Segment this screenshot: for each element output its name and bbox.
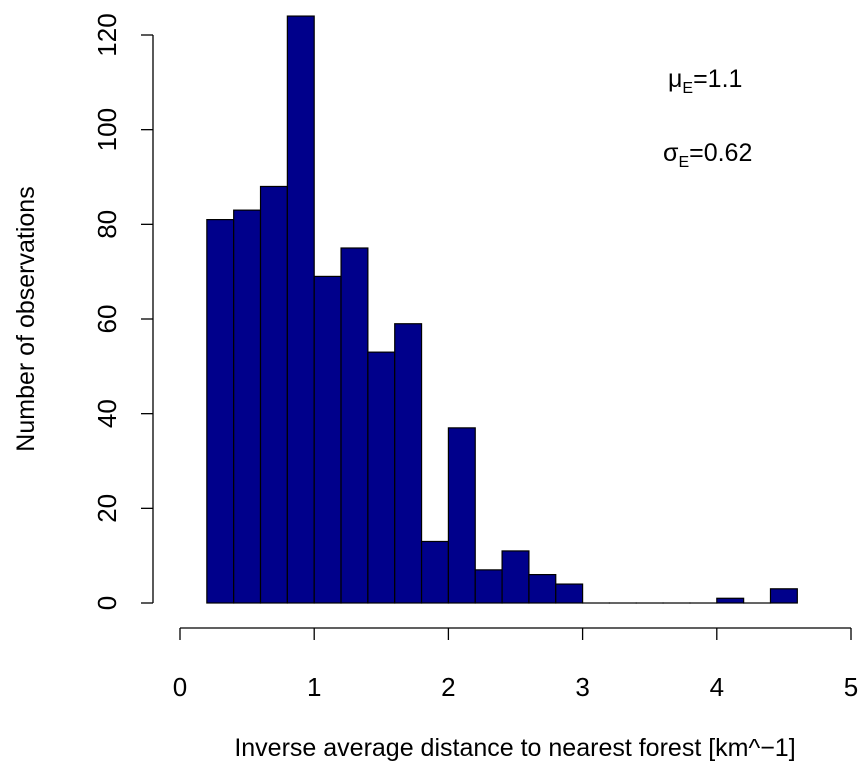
histogram-bar [259, 185, 288, 604]
histogram-bar [313, 275, 342, 604]
histogram-bars [206, 15, 798, 604]
histogram-bar [447, 427, 476, 604]
y-tick-label: 40 [92, 399, 122, 428]
histogram-bar [769, 588, 798, 604]
x-ticks: 0 1 2 3 4 5 [173, 628, 858, 702]
x-tick-label: 0 [173, 672, 187, 702]
y-tick-label: 100 [92, 108, 122, 151]
x-axis-label: Inverse average distance to nearest fore… [234, 734, 795, 762]
sd-symbol: σ [663, 139, 679, 167]
histogram-bar [394, 323, 423, 604]
histogram-bar [528, 573, 557, 604]
mean-value: =1.1 [693, 65, 742, 93]
histogram-bar [474, 569, 503, 604]
y-ticks: 0 20 40 60 80 100 120 [92, 13, 153, 610]
mean-annotation: μE=1.1 [668, 65, 742, 97]
y-axis-label: Number of observations [12, 186, 40, 451]
x-tick-label: 1 [307, 672, 321, 702]
x-tick-label: 3 [575, 672, 589, 702]
histogram-bar [555, 583, 584, 604]
y-tick-label: 60 [92, 305, 122, 334]
sd-subscript: E [678, 154, 689, 171]
histogram-bar [340, 247, 369, 604]
histogram-bar [501, 550, 530, 604]
y-tick-label: 80 [92, 210, 122, 239]
histogram-bar [233, 209, 262, 604]
x-axis: 0 1 2 3 4 5 [173, 627, 858, 702]
histogram-bar [716, 597, 745, 604]
mean-subscript: E [682, 80, 693, 97]
y-axis: 0 20 40 60 80 100 120 [92, 13, 154, 610]
histogram-bar [206, 219, 235, 604]
sd-annotation: σE=0.62 [663, 139, 752, 171]
histogram-bar [367, 351, 396, 604]
histogram-bar [286, 15, 315, 604]
y-tick-label: 20 [92, 494, 122, 523]
mean-symbol: μ [668, 65, 682, 93]
y-tick-label: 0 [92, 596, 122, 610]
y-tick-label: 120 [92, 13, 122, 56]
x-tick-label: 2 [441, 672, 455, 702]
sd-value: =0.62 [689, 139, 752, 167]
histogram-bar [420, 540, 449, 604]
x-tick-label: 4 [710, 672, 724, 702]
x-tick-label: 5 [844, 672, 858, 702]
